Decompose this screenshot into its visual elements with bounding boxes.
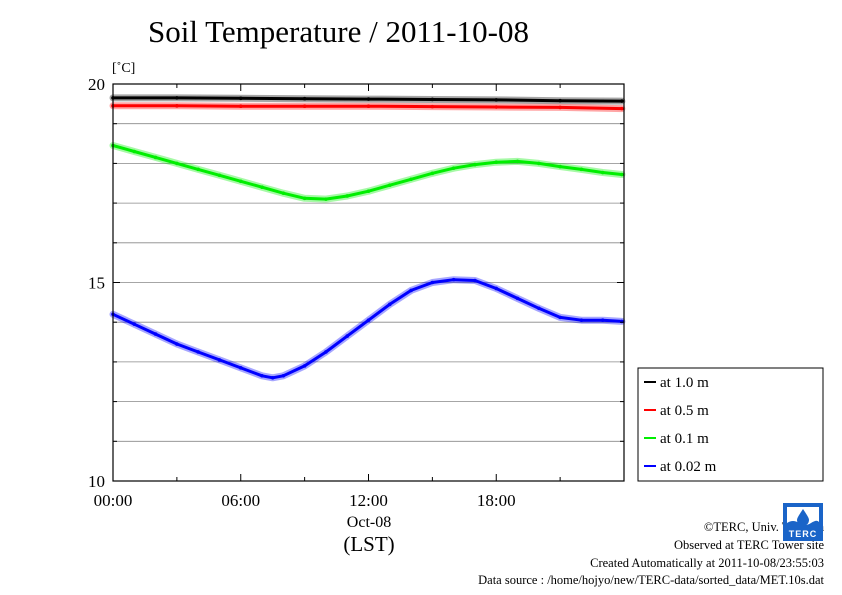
data-point [196, 350, 200, 354]
data-point [153, 155, 158, 160]
data-point [494, 105, 499, 109]
data-point [175, 104, 179, 108]
data-point [620, 172, 624, 177]
data-point [579, 318, 584, 323]
data-point [430, 97, 435, 102]
data-point [366, 318, 371, 323]
data-point [175, 161, 179, 166]
y-tick-label: 20 [88, 75, 105, 94]
data-point [217, 173, 222, 178]
data-point [132, 322, 137, 326]
data-point [451, 166, 456, 170]
tick-layer: 10 15 20 00:00 06:00 12:00 18:00 [88, 75, 625, 510]
data-point [537, 306, 541, 311]
legend-label: at 0.1 m [660, 431, 709, 447]
source-text: Data source : /home/hojyo/new/TERC-data/… [478, 573, 824, 587]
legend-label: at 0.5 m [660, 403, 709, 419]
data-point [409, 177, 413, 182]
data-point [620, 106, 624, 111]
series-halo [109, 276, 626, 382]
data-point [238, 96, 243, 101]
data-point [238, 366, 243, 370]
data-point [430, 280, 435, 285]
data-point [600, 318, 605, 323]
legend-label: at 1.0 m [660, 375, 709, 391]
legend: at 1.0 m at 0.5 m at 0.1 m at 0.02 m [637, 367, 824, 482]
data-point [579, 167, 584, 172]
data-point [620, 99, 624, 103]
data-point [558, 105, 562, 110]
chart-title: Soil Temperature / 2011-10-08 [148, 14, 529, 49]
data-point [409, 288, 413, 293]
data-point [196, 167, 200, 172]
data-point [302, 104, 307, 109]
data-point [494, 160, 499, 165]
data-point [281, 191, 286, 195]
data-point [260, 185, 264, 190]
data-point [387, 183, 392, 188]
data-point [302, 196, 307, 201]
data-point [132, 149, 137, 154]
data-point [558, 315, 562, 320]
series-layer [109, 94, 626, 382]
data-point [281, 373, 286, 378]
x-tick-label: 18:00 [477, 491, 516, 510]
data-point [260, 373, 264, 378]
created-text: Created Automatically at 2011-10-08/23:5… [590, 556, 824, 570]
data-point [600, 170, 605, 175]
data-point [515, 296, 520, 301]
data-point [515, 159, 520, 164]
data-point [175, 96, 179, 100]
data-point [430, 171, 435, 176]
data-point [324, 350, 328, 354]
observed-text: Observed at TERC Tower site [673, 538, 824, 552]
data-point [558, 164, 562, 169]
data-point [494, 286, 499, 291]
y-tick-label: 15 [88, 274, 105, 293]
data-point [473, 162, 477, 167]
data-point [473, 278, 477, 283]
terc-logo-icon: TERC [783, 503, 823, 541]
data-point [217, 358, 222, 362]
x-tick-label: 12:00 [349, 491, 388, 510]
data-point [366, 104, 371, 109]
data-point [302, 96, 307, 101]
logo-text: TERC [789, 529, 818, 539]
data-point [175, 342, 179, 346]
data-point [153, 332, 158, 336]
x-date-label: Oct-08 [347, 514, 391, 531]
data-point [366, 189, 371, 193]
data-point [345, 194, 350, 198]
legend-box [637, 367, 824, 482]
data-point [430, 104, 435, 109]
data-point [537, 161, 541, 166]
data-point [324, 197, 328, 201]
data-point [366, 97, 371, 101]
data-point [451, 277, 456, 282]
grid-layer [113, 123, 624, 442]
data-point [302, 364, 307, 368]
x-tick-label: 06:00 [221, 491, 260, 510]
x-tick-label: 00:00 [94, 491, 133, 510]
legend-label: at 0.02 m [660, 459, 717, 475]
data-point [238, 104, 243, 109]
data-point [270, 375, 275, 380]
data-point [345, 334, 350, 338]
y-axis-unit: [˚C] [112, 61, 135, 76]
data-point [558, 98, 562, 103]
data-point [387, 302, 392, 307]
series-line [111, 278, 624, 380]
y-tick-label: 10 [88, 472, 105, 491]
data-point [238, 179, 243, 184]
x-axis-label: (LST) [343, 532, 394, 556]
data-point [494, 98, 499, 102]
